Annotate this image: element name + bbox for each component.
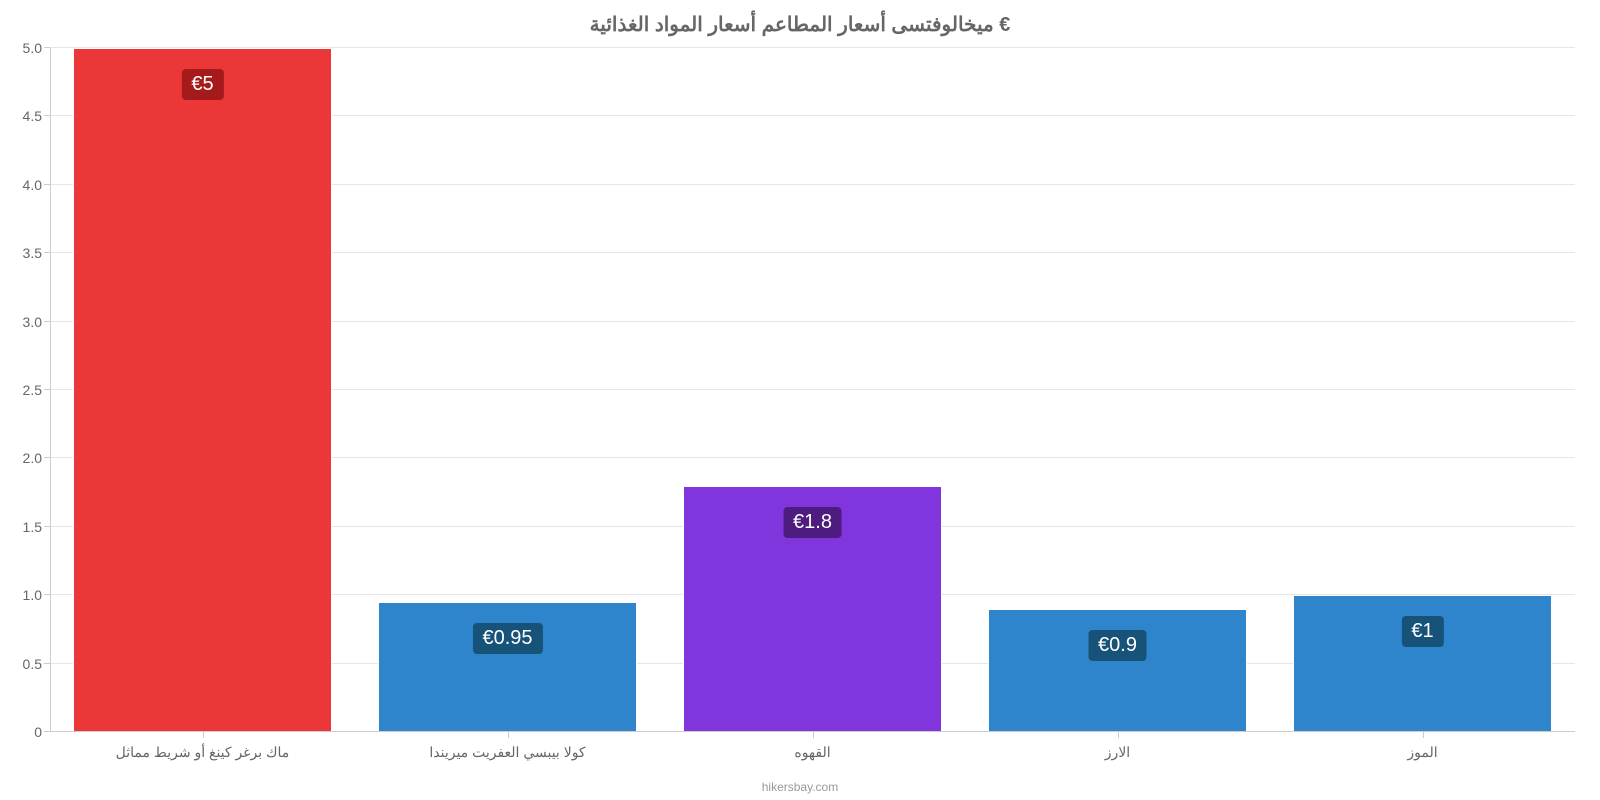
bar: €5 [73,48,332,732]
x-tick-text: القهوه [794,744,830,760]
x-tick-text: الارز [1105,744,1130,760]
y-tick-label: 0 [34,724,42,740]
x-tick-text: الموز [1407,744,1437,760]
bar: €0.95 [378,602,637,732]
x-tick-mark [203,732,204,738]
y-tick-label: 1.0 [23,587,42,603]
bar: €1 [1293,595,1552,732]
y-tick-mark [44,252,50,253]
y-tick-label: 1.5 [23,519,42,535]
y-tick-mark [44,184,50,185]
bar-value-label: €0.95 [472,623,542,654]
x-tick-mark [1118,732,1119,738]
y-tick-label: 4.5 [23,108,42,124]
x-tick-mark [508,732,509,738]
y-tick-label: 4.0 [23,177,42,193]
chart-title: ميخالوفتسى أسعار المطاعم أسعار المواد ال… [0,0,1600,45]
y-tick-label: 3.0 [23,314,42,330]
bars-group: €5 €0.95 €1.8 €0.9 €1 [50,48,1575,732]
y-tick-label: 3.5 [23,245,42,261]
y-tick-mark [44,321,50,322]
y-tick-mark [44,389,50,390]
y-tick-mark [44,115,50,116]
bar-value-label: €1 [1401,616,1443,647]
bar: €0.9 [988,609,1247,732]
y-tick-label: 5.0 [23,40,42,56]
bar-value-label: €1.8 [783,507,842,538]
x-tick-mark [813,732,814,738]
bar-slot: €0.9 [965,48,1270,732]
x-tick-text: كولا بيبسي العفريت ميريندا [429,744,585,760]
y-tick-mark [44,457,50,458]
y-tick-mark [44,47,50,48]
y-tick-mark [44,594,50,595]
y-tick-mark [44,663,50,664]
chart-credits: hikersbay.com [0,780,1600,794]
bar-slot: €1.8 [660,48,965,732]
bar-slot: €5 [50,48,355,732]
bar-slot: €1 [1270,48,1575,732]
bar-value-label: €5 [181,69,223,100]
bar: €1.8 [683,486,942,732]
bar-slot: €0.95 [355,48,660,732]
price-bar-chart: ميخالوفتسى أسعار المطاعم أسعار المواد ال… [0,0,1600,800]
x-tick-mark [1423,732,1424,738]
x-tick-text: ماك برغر كينغ أو شريط مماثل [116,744,290,760]
y-tick-mark [44,526,50,527]
y-tick-label: 0.5 [23,656,42,672]
y-tick-label: 2.0 [23,450,42,466]
plot-area: €5 €0.95 €1.8 €0.9 €1 [50,48,1575,732]
y-axis-ticks: 00.51.01.52.02.53.03.54.04.55.0 [0,48,50,732]
bar-value-label: €0.9 [1088,630,1147,661]
y-tick-label: 2.5 [23,382,42,398]
